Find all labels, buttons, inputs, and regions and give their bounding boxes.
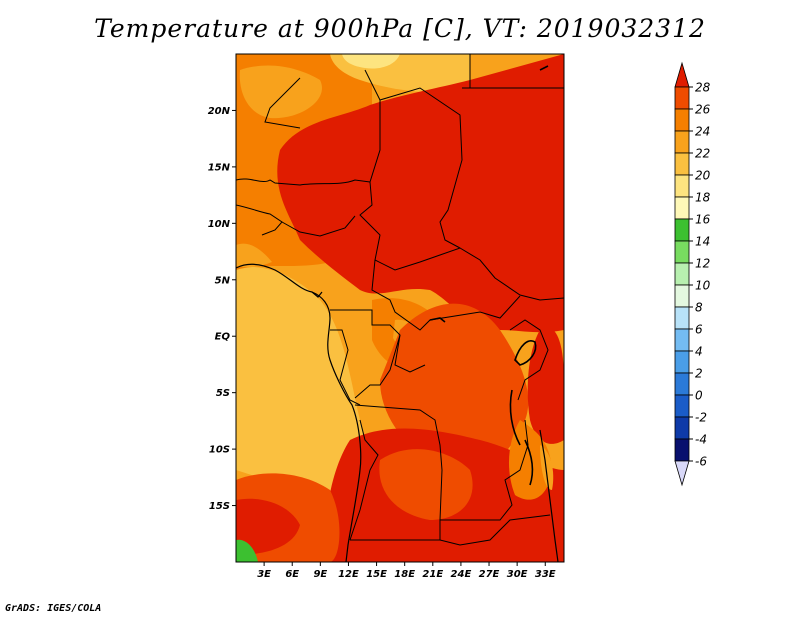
colorbar-level-label: 14 xyxy=(695,235,710,249)
colorbar-level-label: 26 xyxy=(695,103,711,117)
colorbar-swatch xyxy=(674,86,690,110)
lat-tick-label: 5N xyxy=(215,275,231,286)
lon-tick-label: 9E xyxy=(313,569,327,580)
colorbar-level-label: 10 xyxy=(695,279,711,293)
colorbar-bottom-arrow xyxy=(674,460,690,487)
colorbar-level-label: 4 xyxy=(695,345,703,359)
colorbar-swatch xyxy=(674,306,690,330)
lon-tick-label: 33E xyxy=(535,569,556,580)
colorbar-level-label: 0 xyxy=(695,389,703,403)
colorbar-swatch xyxy=(674,108,690,132)
lon-tick-label: 15E xyxy=(366,569,387,580)
colorbar-swatch xyxy=(674,130,690,154)
colorbar-swatch xyxy=(674,328,690,352)
colorbar-swatch xyxy=(674,372,690,396)
colorbar-swatch xyxy=(674,438,690,462)
colorbar-swatch xyxy=(674,394,690,418)
colorbar-level-label: 2 xyxy=(695,367,703,381)
colorbar-level-label: 12 xyxy=(695,257,710,271)
colorbar-swatch xyxy=(674,416,690,440)
lon-tick-label: 18E xyxy=(394,569,415,580)
lon-tick-label: 30E xyxy=(507,569,528,580)
lat-tick-label: 15S xyxy=(209,501,230,512)
longitude-axis: 3E 6E 9E 12E 15E 18E 21E 24E 27E 30E 33E xyxy=(257,562,556,580)
colorbar-swatch xyxy=(674,196,690,220)
lon-tick-label: 6E xyxy=(285,569,299,580)
colorbar-level-label: 22 xyxy=(695,147,710,161)
colorbar-level-label: -6 xyxy=(695,455,707,469)
lon-tick-label: 27E xyxy=(479,569,500,580)
colorbar-level-label: 20 xyxy=(695,169,711,183)
colorbar-top-arrow xyxy=(674,61,690,88)
lakes xyxy=(429,65,549,486)
colorbar-level-label: 28 xyxy=(695,81,711,95)
colorbar-level-label: -2 xyxy=(695,411,707,425)
colorbar-level-label: 24 xyxy=(695,125,710,139)
colorbar-swatch xyxy=(674,262,690,286)
map-title: Temperature at 900hPa [C], VT: 201903231… xyxy=(94,14,706,43)
colorbar-level-label: -4 xyxy=(695,433,707,447)
lat-tick-label: EQ xyxy=(215,332,231,343)
colorbar-swatch xyxy=(674,152,690,176)
map-frame xyxy=(235,53,565,563)
colorbar-level-label: 16 xyxy=(695,213,711,227)
grads-credit: GrADS: IGES/COLA xyxy=(5,603,102,614)
coastlines xyxy=(236,263,559,562)
lon-tick-label: 3E xyxy=(257,569,271,580)
colorbar-swatch xyxy=(674,174,690,198)
lat-tick-label: 10S xyxy=(209,445,230,456)
lat-tick-label: 5S xyxy=(216,388,230,399)
lon-tick-label: 21E xyxy=(422,569,443,580)
colorbar-swatch xyxy=(674,218,690,242)
lat-tick-label: 15N xyxy=(208,162,231,173)
colorbar-swatch xyxy=(674,284,690,308)
country-borders xyxy=(236,54,564,546)
colorbar-swatch xyxy=(674,240,690,264)
temperature-field xyxy=(236,54,564,562)
lon-tick-label: 12E xyxy=(338,569,359,580)
colorbar-level-label: 18 xyxy=(695,191,711,205)
colorbar-level-label: 6 xyxy=(695,323,703,337)
colorbar-swatch xyxy=(674,350,690,374)
lat-tick-label: 20N xyxy=(208,106,231,117)
lat-tick-label: 10N xyxy=(208,219,231,230)
colorbar-level-label: 8 xyxy=(695,301,703,315)
latitude-axis: 20N 15N 10N 5N EQ 5S 10S 15S xyxy=(208,106,236,512)
lon-tick-label: 24E xyxy=(451,569,472,580)
